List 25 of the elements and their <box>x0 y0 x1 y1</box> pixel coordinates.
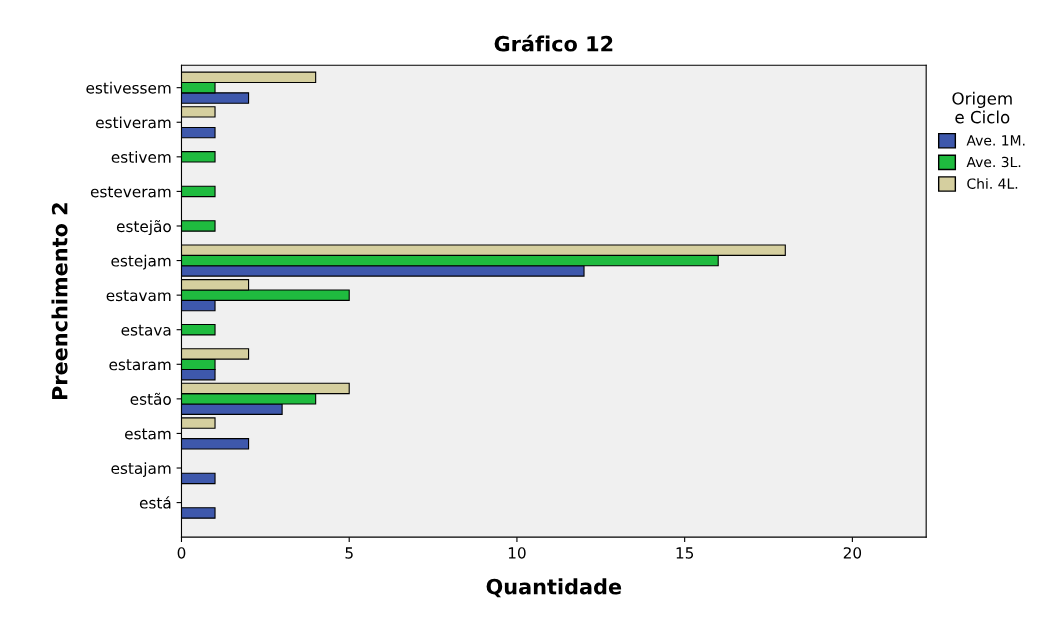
y-tick-label: está <box>139 496 171 509</box>
legend-label: Chi. 4L. <box>967 178 1018 189</box>
x-tick-label: 5 <box>345 547 353 559</box>
x-tick-label: 20 <box>843 547 862 559</box>
y-tick-label: estejam <box>111 254 171 270</box>
y-tick-label: esteveram <box>90 186 171 198</box>
y-tick-label: estejão <box>116 220 171 236</box>
y-tick-label: estaram <box>109 359 171 371</box>
x-tick-label: 10 <box>508 547 526 559</box>
legend-label: Ave. 3L. <box>966 156 1021 168</box>
x-axis-title: Quantidade <box>486 578 622 598</box>
x-tick-label: 0 <box>177 547 186 559</box>
y-tick-label: estam <box>125 428 171 440</box>
y-tick-label: estava <box>121 324 171 336</box>
chart-title: Gráfico 12 <box>494 34 613 52</box>
legend-title: Origem e Ciclo <box>952 91 1012 124</box>
y-tick-label: estavam <box>106 290 171 302</box>
legend-label: Ave. 1M. <box>966 135 1025 146</box>
y-tick-label: estão <box>130 392 171 405</box>
y-tick-label: estivem <box>111 151 171 163</box>
y-axis-title: Preenchimento 2 <box>51 203 68 400</box>
y-tick-label: estajam <box>111 462 171 477</box>
y-tick-label: estiveram <box>96 116 171 129</box>
x-tick-label: 15 <box>676 547 694 559</box>
y-tick-label: estivessem <box>86 81 171 94</box>
